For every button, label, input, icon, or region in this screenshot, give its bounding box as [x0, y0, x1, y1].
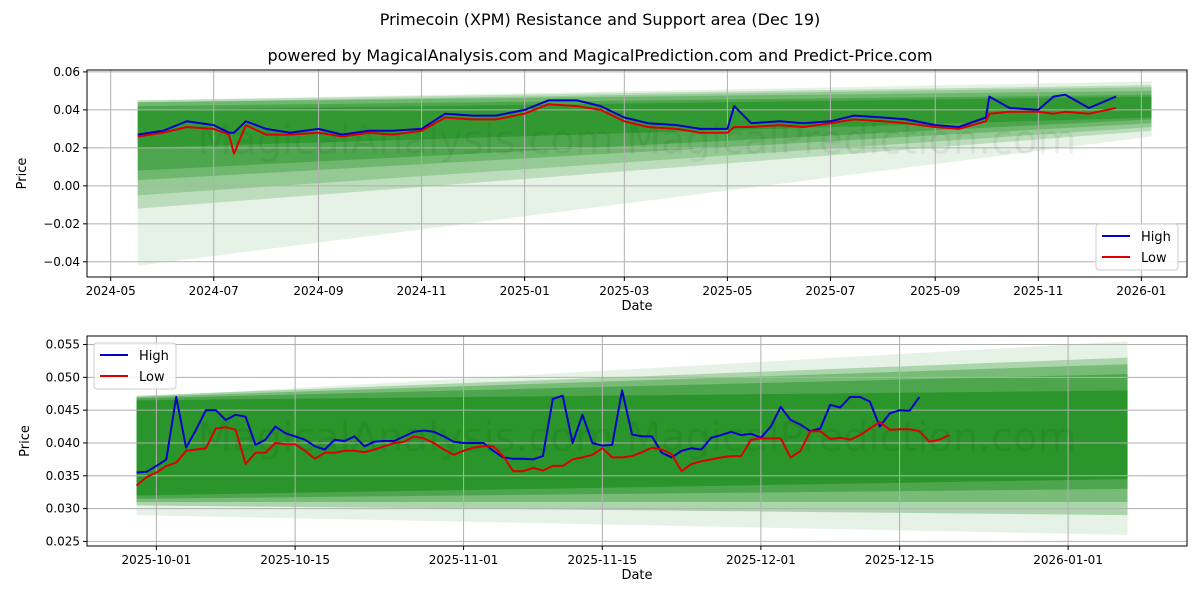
x-tick-label: 2025-10-01: [121, 553, 191, 567]
y-tick-label: 0.045: [46, 403, 80, 417]
x-tick-label: 2025-11-15: [567, 553, 637, 567]
x-tick-label: 2025-09: [910, 284, 960, 298]
x-tick-label: 2025-07: [805, 284, 855, 298]
x-tick-label: 2025-05: [702, 284, 752, 298]
x-tick-label: 2024-11: [396, 284, 446, 298]
support-resistance-band: [137, 81, 1152, 266]
x-tick-label: 2025-10-15: [260, 553, 330, 567]
legend-label-high: High: [1141, 230, 1171, 245]
chart-1: 2024-05 2024-07 2024-09 2024-11 2025-01 2025-…: [15, 65, 1188, 314]
plot-frame: [86, 69, 1188, 278]
series-high-line: [136, 389, 921, 474]
support-resistance-band: [137, 85, 1152, 209]
legend-label-high: High: [139, 349, 169, 364]
y-tick-label: −0.02: [43, 217, 80, 231]
support-resistance-band: [137, 87, 1152, 196]
y-tick-label: −0.04: [43, 255, 80, 269]
x-tick-label: 2025-11: [1013, 284, 1063, 298]
legend-label-low: Low: [1141, 251, 1167, 266]
plot-area: [87, 336, 1187, 546]
y-tick-label: 0.04: [53, 103, 80, 117]
x-tick-label: 2025-01: [500, 284, 550, 298]
y-tick-label: 0.06: [53, 65, 80, 79]
x-tick-label: 2025-12-15: [865, 553, 935, 567]
y-tick-label: 0.040: [46, 436, 80, 450]
y-axis-label: Price: [18, 425, 33, 457]
y-tick-label: 0.00: [53, 179, 80, 193]
support-resistance-band: [136, 341, 1128, 535]
support-resistance-band: [137, 94, 1152, 171]
x-tick-label: 2026-01: [1116, 284, 1166, 298]
y-axis-label: Price: [15, 158, 30, 190]
y-tick-label: 0.030: [46, 502, 80, 516]
chart-subtitle: powered by MagicalAnalysis.com and Magic…: [267, 46, 933, 65]
legend-label-low: Low: [139, 370, 165, 385]
legend: High Low: [93, 342, 177, 390]
plot-frame: [86, 335, 1188, 547]
x-tick-label: 2025-11-01: [429, 553, 499, 567]
x-axis-label: Date: [621, 568, 652, 583]
x-tick-label: 2024-07: [189, 284, 239, 298]
chart-2: 2025-10-01 2025-10-15 2025-11-01 2025-11-15…: [18, 335, 1188, 583]
series-high-line: [137, 93, 1117, 136]
chart-title: Primecoin (XPM) Resistance and Support a…: [379, 10, 821, 29]
y-tick-label: 0.050: [46, 370, 80, 384]
x-tick-label: 2024-05: [86, 284, 136, 298]
x-tick-label: 2026-01-01: [1033, 553, 1103, 567]
y-tick-label: 0.025: [46, 534, 80, 548]
y-tick-label: 0.055: [46, 338, 80, 352]
x-axis-label: Date: [621, 299, 652, 314]
y-tick-label: 0.035: [46, 469, 80, 483]
y-tick-label: 0.02: [53, 141, 80, 155]
x-tick-label: 2025-03: [599, 284, 649, 298]
legend: High Low: [1095, 223, 1179, 271]
series-low-line: [135, 421, 950, 487]
series-low-line: [137, 103, 1117, 155]
x-tick-label: 2025-12-01: [726, 553, 796, 567]
x-tick-label: 2024-09: [293, 284, 343, 298]
support-resistance-band: [136, 374, 1128, 499]
support-resistance-band: [137, 90, 1152, 181]
